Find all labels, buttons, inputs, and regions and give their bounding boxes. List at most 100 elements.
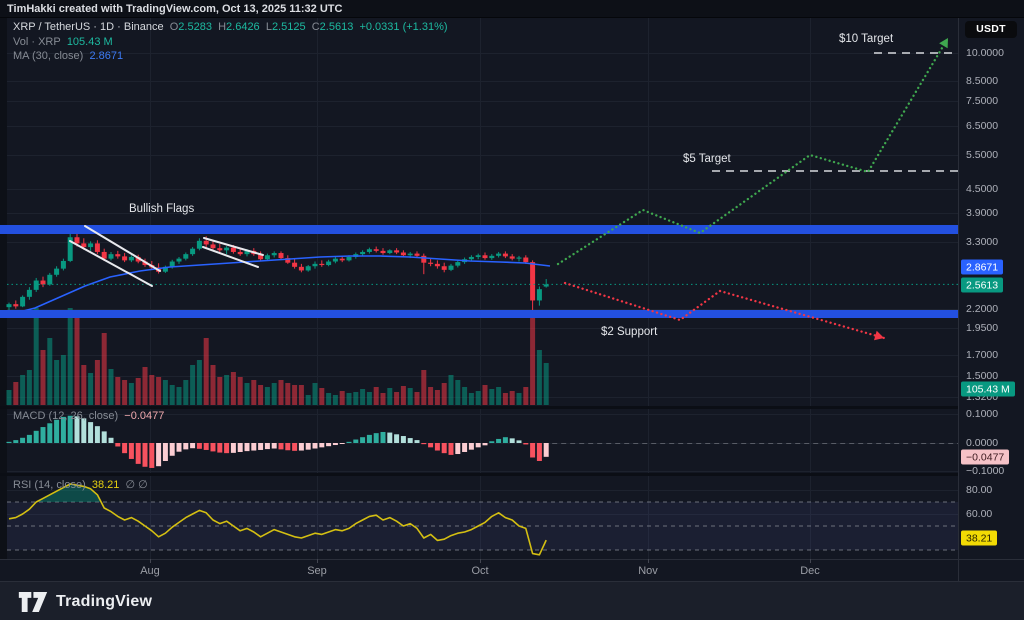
macd-histogram-bar [74, 416, 80, 443]
macd-histogram-bar [122, 443, 128, 454]
low-label: L [265, 21, 272, 33]
macd-value: −0.0477 [124, 410, 165, 422]
volume-bar [26, 370, 32, 405]
macd-histogram-bar [536, 443, 542, 461]
candle [339, 258, 345, 261]
symbol-title: XRP / TetherUS · 1D · Binance [13, 21, 164, 33]
volume-bar [156, 377, 162, 405]
candle [448, 265, 454, 270]
volume-bar [190, 365, 196, 405]
volume-bar [380, 393, 386, 405]
volume-bar [312, 383, 318, 405]
macd-histogram-bar [176, 443, 182, 452]
price-tick-label: 2.2000 [966, 303, 999, 315]
rsi-hidden-plots-icon: ∅ ∅ [125, 479, 148, 491]
close-label: C [311, 21, 320, 33]
macd-histogram-bar [475, 443, 481, 448]
macd-histogram-bar [169, 443, 175, 456]
tradingview-logo-link[interactable]: TradingView [18, 591, 152, 613]
close-value: 2.5613 [319, 21, 354, 33]
volume-bar [47, 338, 53, 405]
macd-histogram-bar [183, 443, 189, 450]
month-label-aug: Aug [140, 565, 160, 577]
volume-bar [183, 380, 189, 405]
volume-bar [394, 392, 400, 405]
volume-bar [122, 380, 128, 405]
attribution-text: TimHakki created with TradingView.com, O… [7, 3, 343, 15]
bearish-projection-line[interactable] [563, 281, 886, 340]
macd-histogram-bar [26, 434, 32, 443]
macd-histogram-bar [67, 415, 73, 443]
macd-histogram-bar [135, 443, 141, 464]
macd-histogram-bar [244, 443, 250, 452]
change-value: +0.0331 (+1.31%) [359, 21, 448, 33]
macd-histogram-bar [224, 443, 230, 454]
price-tick-label: 7.5000 [966, 95, 999, 107]
macd-value-badge: −0.0477 [961, 449, 1010, 465]
candle [366, 249, 372, 252]
volume-bar [305, 395, 311, 405]
macd-histogram-bar [230, 443, 236, 453]
candle [183, 254, 189, 259]
annotation-5-target: $5 Target [683, 153, 731, 165]
macd-histogram-bar [94, 426, 100, 443]
volume-bar [285, 383, 291, 405]
volume-bar [176, 387, 182, 405]
macd-histogram-bar [366, 434, 372, 443]
macd-tick-label: −0.1000 [966, 465, 1005, 477]
volume-bar [468, 393, 474, 405]
volume-bar [271, 383, 277, 405]
candle [54, 268, 60, 275]
candle [516, 257, 522, 259]
flag-1-lower[interactable] [69, 240, 153, 287]
candle [502, 253, 508, 257]
tradingview-wordmark: TradingView [56, 593, 153, 610]
volume-bar [441, 383, 447, 405]
candle [332, 258, 338, 262]
support-zone[interactable] [0, 310, 958, 318]
volume-bar [6, 390, 12, 405]
volume-bar [149, 375, 155, 405]
month-label-dec: Dec [800, 565, 820, 577]
candle [122, 256, 128, 261]
candle [326, 261, 332, 266]
volume-bar [509, 391, 515, 405]
month-label-nov: Nov [638, 565, 658, 577]
candle [162, 266, 168, 272]
volume-bar [224, 375, 230, 405]
bullish-projection-line[interactable] [556, 36, 950, 266]
candle [20, 296, 26, 307]
candle [40, 280, 46, 285]
volume-bar [251, 380, 257, 405]
currency-toggle-button[interactable]: USDT [965, 21, 1017, 38]
macd-histogram-bar [81, 418, 87, 443]
price-tick-label: 1.5000 [966, 370, 999, 382]
flag-2-upper[interactable] [203, 237, 264, 256]
macd-histogram-bar [394, 434, 400, 443]
candle [271, 253, 277, 256]
macd-histogram-bar [441, 443, 447, 454]
macd-histogram-bar [530, 443, 536, 458]
price-tick-label: 3.3000 [966, 236, 999, 248]
annotation-10-target: $10 Target [839, 33, 894, 45]
volume-bar [543, 363, 549, 405]
candle [523, 257, 529, 263]
bottom-bar: TradingView [0, 581, 1024, 620]
volume-bar [264, 387, 270, 405]
macd-histogram-bar [400, 436, 406, 443]
candle [210, 244, 216, 249]
macd-histogram-bar [40, 427, 46, 443]
resistance-zone[interactable] [0, 225, 958, 234]
flag-1-upper[interactable] [84, 225, 161, 272]
volume-bar [448, 375, 454, 405]
macd-histogram-bar [278, 443, 284, 450]
macd-histogram-bar [305, 443, 311, 450]
high-label: H [218, 21, 227, 33]
candle [380, 250, 386, 254]
macd-tick-label: 0.1000 [966, 408, 999, 420]
candle [496, 253, 502, 256]
flag-2-lower[interactable] [202, 246, 259, 268]
projection-arrowhead [873, 330, 884, 341]
volume-bar [407, 388, 413, 405]
